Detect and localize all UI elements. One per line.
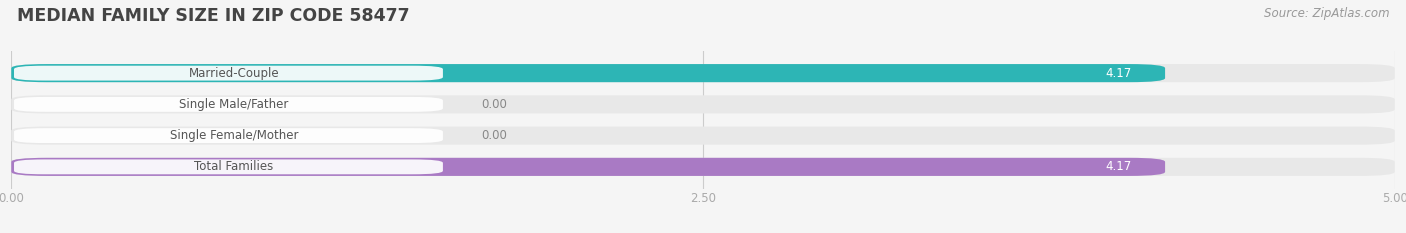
- FancyBboxPatch shape: [11, 64, 1166, 82]
- Text: Married-Couple: Married-Couple: [188, 67, 280, 80]
- Text: Single Male/Father: Single Male/Father: [180, 98, 288, 111]
- Text: Source: ZipAtlas.com: Source: ZipAtlas.com: [1264, 7, 1389, 20]
- Text: 0.00: 0.00: [482, 129, 508, 142]
- Text: MEDIAN FAMILY SIZE IN ZIP CODE 58477: MEDIAN FAMILY SIZE IN ZIP CODE 58477: [17, 7, 409, 25]
- Text: Total Families: Total Families: [194, 160, 274, 173]
- FancyBboxPatch shape: [14, 97, 443, 112]
- FancyBboxPatch shape: [11, 158, 1166, 176]
- FancyBboxPatch shape: [11, 64, 1395, 82]
- FancyBboxPatch shape: [14, 159, 443, 174]
- Text: 4.17: 4.17: [1105, 67, 1132, 80]
- FancyBboxPatch shape: [14, 128, 443, 143]
- FancyBboxPatch shape: [11, 127, 1395, 145]
- FancyBboxPatch shape: [11, 158, 1395, 176]
- Text: Single Female/Mother: Single Female/Mother: [170, 129, 298, 142]
- Text: 0.00: 0.00: [482, 98, 508, 111]
- Text: 4.17: 4.17: [1105, 160, 1132, 173]
- FancyBboxPatch shape: [11, 95, 1395, 113]
- FancyBboxPatch shape: [14, 66, 443, 81]
